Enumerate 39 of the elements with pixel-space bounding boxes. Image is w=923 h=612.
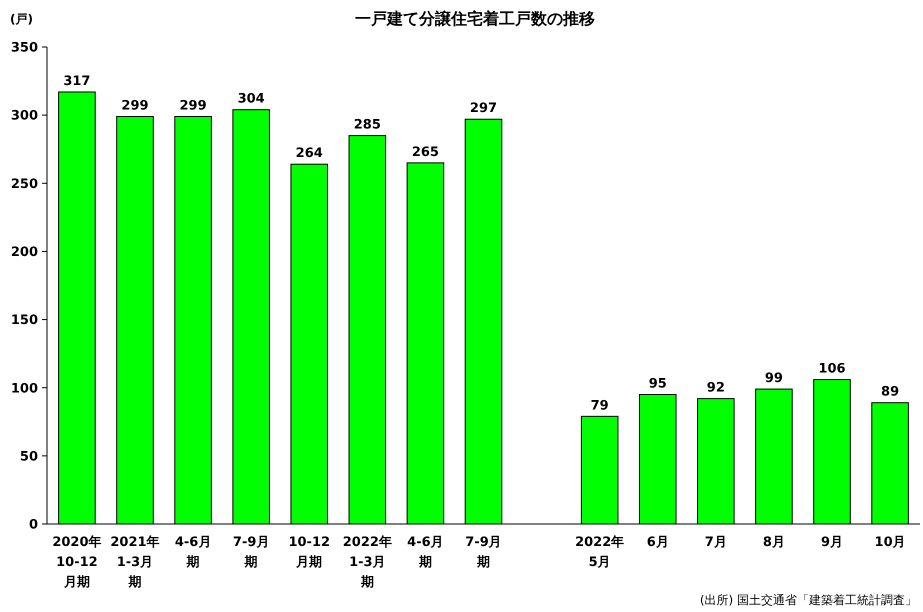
data-label: 92 (706, 380, 725, 396)
y-tick-label: 0 (28, 518, 38, 533)
y-axis-title: (戸) (10, 12, 33, 26)
y-tick-label: 150 (10, 313, 38, 328)
y-tick-label: 250 (10, 176, 38, 192)
x-tick-label: 4-6月期 (407, 535, 444, 570)
x-tick-label: 10月 (874, 535, 906, 550)
y-tick-label: 300 (10, 108, 38, 124)
data-label: 106 (818, 362, 846, 377)
data-label: 297 (470, 101, 498, 116)
x-tick-label: 10-12月期 (288, 535, 330, 570)
data-label: 285 (354, 118, 381, 133)
data-label: 95 (648, 376, 667, 392)
x-tick-label: 7-9月期 (465, 535, 502, 570)
chart-title: 一戸建て分譲住宅着工戸数の推移 (355, 9, 595, 28)
data-label: 265 (412, 144, 439, 160)
y-tick-label: 100 (10, 381, 38, 396)
data-label: 317 (63, 74, 90, 89)
data-label: 99 (764, 371, 783, 386)
data-label: 304 (238, 92, 265, 107)
x-tick-label: 2020年10-12月期 (52, 535, 102, 590)
x-tick-label: 7-9月期 (232, 535, 270, 570)
data-label: 89 (881, 384, 900, 400)
x-tick-label: 6月 (646, 535, 669, 550)
y-tick-label: 50 (20, 449, 38, 464)
data-label: 264 (296, 146, 323, 162)
y-tick-label: 200 (10, 244, 38, 260)
data-label: 299 (121, 98, 149, 114)
y-tick-label: 350 (10, 40, 38, 56)
x-tick-label: 9月 (820, 535, 844, 550)
text: (出所) 国土交通省「建築着工統計調査」 (700, 593, 917, 607)
x-tick-label: 4-6月期 (174, 535, 212, 570)
x-tick-label: 2021年1-3月期 (110, 535, 160, 590)
data-label: 79 (590, 398, 609, 414)
x-tick-label: 2022年1-3月期 (342, 535, 392, 590)
x-tick-label: 8月 (762, 535, 785, 550)
x-tick-label: 7月 (704, 535, 727, 550)
data-label: 299 (180, 98, 207, 114)
x-tick-label: 2022年5月 (575, 535, 624, 570)
